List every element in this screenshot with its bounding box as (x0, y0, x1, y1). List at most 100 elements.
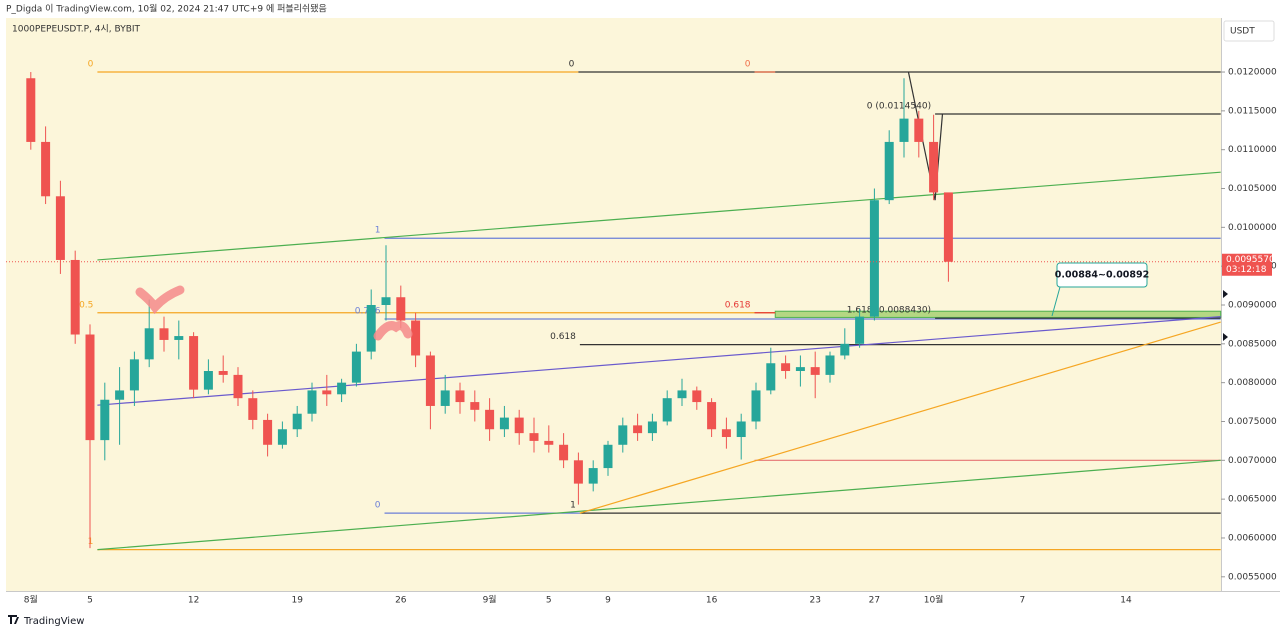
y-tick-label: 0.0100000 (1228, 223, 1277, 233)
candle-body (544, 440, 554, 445)
candle-body (129, 359, 139, 391)
y-tick-label: 0.0070000 (1228, 456, 1277, 466)
callout-text: 0.00884~0.00892 (1055, 270, 1150, 281)
callout-connector (1051, 286, 1061, 317)
candle-body (381, 297, 391, 305)
candle-body (810, 367, 820, 375)
candle-body (514, 417, 524, 434)
candle-body (840, 343, 850, 356)
y-tick-label: 0.0075000 (1228, 417, 1277, 427)
candle-body (115, 390, 125, 400)
candle-body (292, 413, 302, 430)
level-label: 0.618 (550, 332, 576, 342)
candle-body (351, 351, 361, 383)
candle-body (662, 398, 672, 422)
symbol-title: 1000PEPEUSDT.P, 4시, BYBIT (12, 24, 141, 35)
candle-body (633, 425, 643, 434)
x-tick-label: 5 (87, 596, 93, 606)
candle-body (929, 141, 939, 193)
candle-body (233, 374, 243, 399)
level-label: 1 (570, 501, 576, 511)
candle-body (573, 460, 583, 484)
candle-body (499, 417, 509, 430)
currency: USDT (1230, 27, 1255, 37)
candle-body (943, 192, 953, 262)
candle-body (307, 390, 317, 414)
y-tick-label: 0.0090000 (1228, 301, 1277, 311)
x-tick-label: 9월 (483, 594, 497, 606)
candle-body (795, 367, 805, 372)
x-tick-label: 23 (809, 596, 820, 606)
x-tick-label: 7 (1020, 596, 1026, 606)
candle-body (751, 390, 761, 422)
candle-body (899, 118, 909, 142)
candle-body (440, 390, 450, 406)
y-tick-label: 0.0055000 (1228, 572, 1277, 582)
drawing-line (97, 316, 1221, 406)
level-label: 0.618 (725, 300, 751, 310)
hand-mark (135, 285, 185, 315)
brand: TradingView (23, 616, 84, 627)
candle-body (914, 118, 924, 142)
x-tick-label: 27 (869, 596, 880, 606)
candle-body (485, 409, 495, 430)
axis-arrows (1223, 290, 1228, 341)
drawing-line (97, 459, 1221, 551)
x-tick-label: 19 (291, 596, 303, 606)
candle-body (55, 196, 65, 260)
hand-mark (373, 321, 413, 341)
candle-body (618, 425, 628, 445)
y-tick-label: 0.0105000 (1228, 184, 1277, 194)
candle-body (396, 297, 406, 321)
candle-body (692, 390, 702, 403)
candle-body (736, 421, 746, 438)
candle-body (707, 402, 717, 430)
level-label: 0 (88, 60, 94, 70)
y-tick-label: 0.0115000 (1228, 106, 1277, 116)
y-tick-label: 0.0085000 (1228, 339, 1277, 349)
candle-body (218, 371, 228, 375)
level-label: 0.5 (79, 300, 93, 310)
drawing-line (97, 171, 1221, 261)
candle-body (721, 429, 731, 438)
candle-body (248, 398, 258, 420)
candle-body (869, 200, 879, 317)
level-label: 1 (88, 537, 94, 547)
x-tick-label: 10월 (924, 594, 944, 606)
candle-body (144, 328, 154, 360)
currency-box (1223, 20, 1275, 42)
brand-logo (8, 615, 19, 624)
x-tick-label: 8월 (24, 594, 38, 606)
candle-body (529, 433, 539, 441)
candle-body (411, 320, 421, 356)
candle-body (559, 444, 569, 461)
y-tick-label: 0.0080000 (1228, 378, 1277, 388)
level-label: 1.618 (0.0088430) (847, 306, 931, 316)
candle-body (603, 444, 613, 469)
candle-body (26, 78, 36, 142)
candle-body (588, 468, 598, 484)
x-tick-label: 12 (188, 596, 199, 606)
countdown: 03:12:18 (1226, 265, 1267, 275)
target-zone (774, 310, 1222, 318)
x-tick-label: 5 (546, 596, 552, 606)
candle-body (85, 334, 95, 441)
level-label: 1 (375, 226, 381, 236)
x-tick-label: 16 (706, 596, 718, 606)
candle-body (322, 390, 332, 395)
candle-body (70, 259, 80, 335)
candle-body (366, 305, 376, 352)
y-tick-label: 0.0060000 (1228, 533, 1277, 543)
candle-body (100, 399, 110, 441)
candle-body (203, 371, 213, 390)
candle-body (455, 390, 465, 403)
candle-body (677, 390, 687, 399)
candle-body (884, 141, 894, 201)
candle-body (277, 429, 287, 445)
y-tick-label: 0.0065000 (1228, 495, 1277, 505)
x-tick-label: 14 (1120, 596, 1132, 606)
last-price-label: 0.0095570 (1226, 255, 1275, 265)
